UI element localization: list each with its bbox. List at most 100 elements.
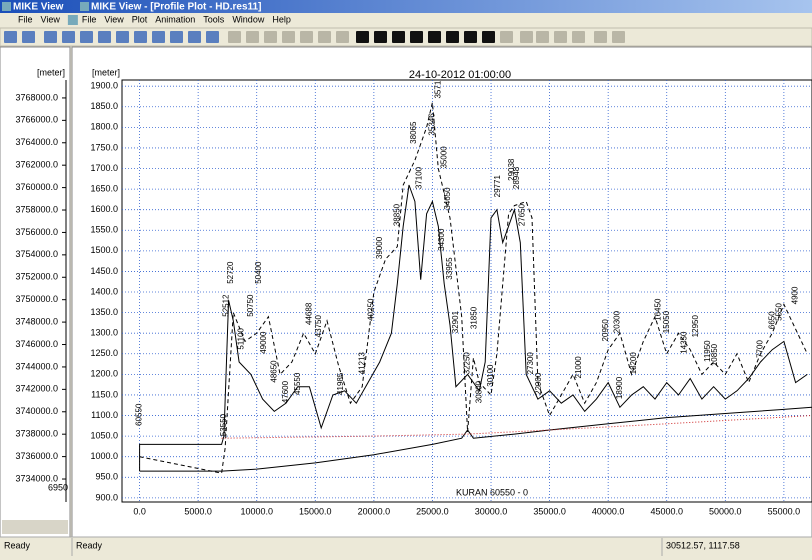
side-tick-label: 3740000.0 [15, 406, 58, 416]
toolbar-button[interactable] [170, 31, 183, 43]
chainage-label: 12950 [691, 315, 700, 338]
chainage-label: 30100 [486, 364, 495, 387]
toolbar-button[interactable] [282, 31, 295, 43]
x-tick-label: 25000.0 [416, 506, 449, 516]
chainage-label: 38850 [392, 203, 401, 226]
side-tick-label: 3746000.0 [15, 339, 58, 349]
caption: KURAN 60550 - 0 [456, 487, 528, 497]
chainage-label: 37100 [415, 166, 424, 189]
menu-item[interactable]: Tools [203, 14, 225, 24]
side-tick-label: 3756000.0 [15, 227, 58, 237]
menu-item[interactable]: Help [272, 14, 291, 24]
toolbar [0, 27, 812, 47]
y-tick-label: 1550.0 [90, 225, 118, 235]
menu-item[interactable]: View [104, 14, 124, 24]
profile-line [221, 415, 812, 439]
y-tick-label: 1900.0 [90, 81, 118, 91]
menu-item[interactable]: Plot [132, 14, 148, 24]
y-axis-unit: [meter] [92, 67, 120, 77]
x-tick-label: 0.0 [133, 506, 146, 516]
y-tick-label: 1150.0 [91, 389, 118, 399]
toolbar-button[interactable] [500, 31, 513, 43]
toolbar-button[interactable] [594, 31, 607, 43]
toolbar-button[interactable] [392, 31, 405, 43]
toolbar-button[interactable] [536, 31, 549, 43]
toolbar-button[interactable] [554, 31, 567, 43]
toolbar-button[interactable] [228, 31, 241, 43]
toolbar-button[interactable] [520, 31, 533, 43]
x-tick-label: 5000.0 [184, 506, 212, 516]
chainage-label: 41213 [357, 352, 366, 375]
side-tick-label: 3768000.0 [15, 92, 58, 102]
toolbar-button[interactable] [246, 31, 259, 43]
chainage-label: 20950 [601, 319, 610, 342]
toolbar-button[interactable] [612, 31, 625, 43]
menu-item[interactable]: Animation [155, 14, 195, 24]
chainage-label: 31850 [470, 306, 479, 329]
doc-icon [80, 2, 89, 11]
y-tick-label: 1250.0 [90, 348, 118, 358]
window-title: MIKE View - [Profile Plot - HD.res11] [91, 2, 261, 13]
toolbar-button[interactable] [374, 31, 387, 43]
chainage-label: 33955 [445, 257, 454, 280]
chainage-label: 20300 [613, 310, 622, 333]
toolbar-button[interactable] [4, 31, 17, 43]
menu-item[interactable]: File [18, 14, 33, 24]
toolbar-button[interactable] [80, 31, 93, 43]
side-scrollbar[interactable] [2, 520, 68, 534]
status-left: Ready [4, 540, 31, 550]
toolbar-button[interactable] [188, 31, 201, 43]
y-tick-label: 1700.0 [90, 163, 118, 173]
chainage-label: 40250 [367, 298, 376, 321]
y-tick-label: 1400.0 [90, 286, 118, 296]
menu-item[interactable]: Window [232, 14, 265, 24]
y-tick-label: 1500.0 [90, 245, 118, 255]
toolbar-button[interactable] [22, 31, 35, 43]
chainage-label: 38065 [409, 121, 418, 144]
side-tick-label: 3758000.0 [15, 204, 58, 214]
toolbar-button[interactable] [446, 31, 459, 43]
toolbar-button[interactable] [318, 31, 331, 43]
title-left: MIKE View [13, 2, 64, 13]
chainage-label: 53550 [219, 413, 228, 436]
y-tick-label: 1200.0 [90, 369, 118, 379]
toolbar-button[interactable] [62, 31, 75, 43]
toolbar-button[interactable] [206, 31, 219, 43]
toolbar-button[interactable] [98, 31, 111, 43]
chainage-label: 41985 [336, 372, 345, 395]
chainage-label: 35712 [433, 76, 442, 99]
toolbar-button[interactable] [116, 31, 129, 43]
menu-item[interactable]: File [82, 14, 97, 24]
toolbar-button[interactable] [410, 31, 423, 43]
toolbar-button[interactable] [428, 31, 441, 43]
chainage-label: 27300 [526, 352, 535, 375]
toolbar-button[interactable] [464, 31, 477, 43]
menu-item[interactable]: View [41, 14, 61, 24]
chainage-label: 35000 [439, 146, 448, 169]
toolbar-button[interactable] [264, 31, 277, 43]
x-tick-label: 40000.0 [592, 506, 625, 516]
y-tick-label: 1600.0 [90, 204, 118, 214]
toolbar-button[interactable] [134, 31, 147, 43]
doc-menu-icon [67, 15, 78, 25]
toolbar-button[interactable] [44, 31, 57, 43]
app-icon [2, 2, 11, 11]
y-tick-label: 950.0 [95, 472, 118, 482]
toolbar-button[interactable] [300, 31, 313, 43]
toolbar-button[interactable] [336, 31, 349, 43]
toolbar-button[interactable] [572, 31, 585, 43]
chainage-label: 47600 [281, 380, 290, 403]
chainage-label: 32901 [451, 310, 460, 333]
chainage-label: 44688 [305, 302, 314, 325]
toolbar-button[interactable] [356, 31, 369, 43]
y-tick-label: 1800.0 [90, 122, 118, 132]
toolbar-button[interactable] [152, 31, 165, 43]
side-tick-label: 3742000.0 [15, 384, 58, 394]
chainage-label: 35346 [428, 113, 437, 136]
toolbar-button[interactable] [482, 31, 495, 43]
side-tick-label: 3766000.0 [15, 115, 58, 125]
y-tick-label: 1650.0 [90, 183, 118, 193]
chainage-label: 29038 [507, 158, 516, 181]
